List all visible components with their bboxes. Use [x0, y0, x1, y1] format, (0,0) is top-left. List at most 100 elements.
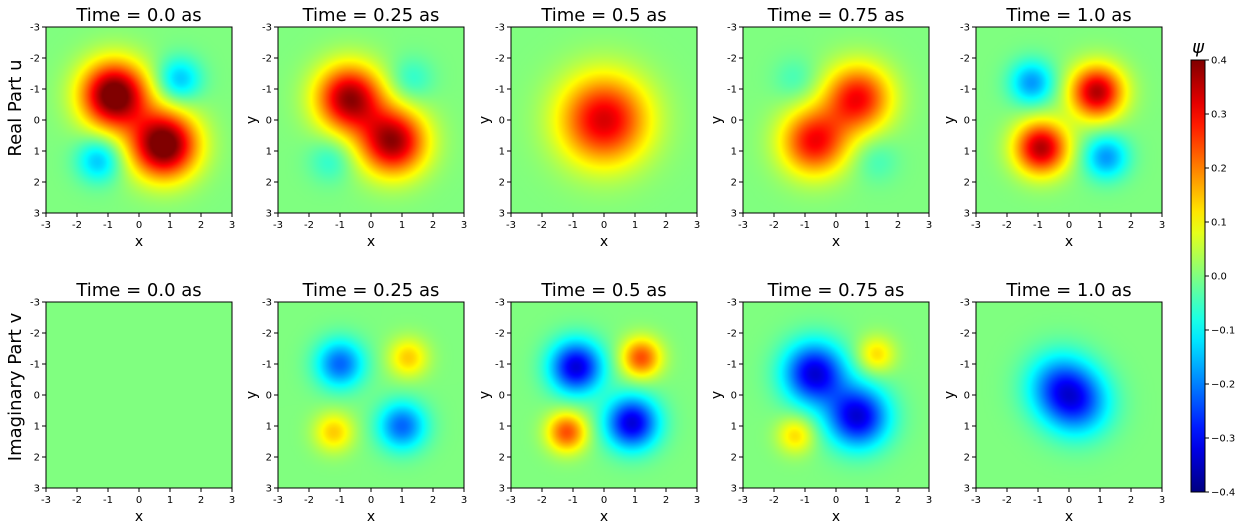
x-tick-label: 0: [1066, 495, 1072, 506]
x-tick-label: 2: [430, 220, 436, 231]
x-axis-label: x: [1065, 509, 1073, 525]
x-tick-label: -3: [41, 220, 51, 231]
y-tick-label: -2: [262, 329, 272, 340]
x-tick-label: 1: [1097, 495, 1103, 506]
y-tick-label: 2: [964, 178, 970, 189]
x-axis-label: x: [367, 509, 375, 525]
x-tick-label: -1: [800, 220, 810, 231]
x-tick-label: 1: [167, 495, 173, 506]
x-tick-label: -3: [273, 495, 283, 506]
y-axis-label: y: [942, 391, 958, 399]
x-tick-label: 0: [368, 495, 374, 506]
y-tick-label: -1: [30, 360, 40, 371]
x-tick-label: -1: [103, 495, 113, 506]
y-tick-label: -3: [727, 298, 737, 309]
y-axis-label: y: [942, 116, 958, 124]
y-tick-label: 1: [34, 422, 40, 433]
y-tick-label: 3: [266, 209, 272, 220]
x-tick-label: -2: [304, 220, 314, 231]
y-tick-label: -3: [727, 23, 737, 34]
heatmap-image: [511, 302, 697, 488]
y-tick-label: 2: [731, 178, 737, 189]
x-tick-label: 0: [136, 220, 142, 231]
y-tick-label: 1: [266, 422, 272, 433]
x-tick-label: 2: [895, 220, 901, 231]
y-tick-label: 1: [964, 422, 970, 433]
y-tick-label: 2: [266, 178, 272, 189]
y-tick-label: -1: [960, 360, 970, 371]
y-tick-label: -1: [262, 85, 272, 96]
y-tick-label: 0: [499, 391, 505, 402]
x-tick-label: 2: [198, 495, 204, 506]
y-tick-label: -2: [30, 329, 40, 340]
colorbar-tick-label: 0.3: [1211, 110, 1227, 121]
x-tick-label: -2: [304, 495, 314, 506]
y-tick-label: 3: [731, 484, 737, 495]
y-axis-label: y: [709, 116, 725, 124]
x-tick-label: -3: [738, 495, 748, 506]
x-tick-label: 2: [430, 495, 436, 506]
x-tick-label: 0: [833, 495, 839, 506]
y-tick-label: -2: [727, 329, 737, 340]
heatmap-image: [46, 302, 232, 488]
x-tick-label: -3: [738, 220, 748, 231]
x-tick-label: 2: [663, 495, 669, 506]
heatmap-image: [278, 27, 464, 213]
x-tick-label: -2: [537, 495, 547, 506]
x-tick-label: 1: [864, 495, 870, 506]
y-tick-label: 0: [731, 391, 737, 402]
x-axis-label: x: [367, 234, 375, 250]
x-tick-label: -2: [1002, 220, 1012, 231]
y-tick-label: 3: [34, 484, 40, 495]
y-tick-label: 0: [266, 116, 272, 127]
y-axis-label: y: [244, 391, 260, 399]
panel-title: Time = 0.25 as: [302, 280, 440, 301]
panel-title: Time = 1.0 as: [1005, 5, 1131, 26]
x-tick-label: 1: [399, 495, 405, 506]
heatmap-image: [511, 27, 697, 213]
y-tick-label: 2: [731, 453, 737, 464]
y-axis-label: y: [477, 391, 493, 399]
y-tick-label: 3: [499, 209, 505, 220]
colorbar-gradient: [1190, 59, 1206, 493]
y-tick-label: 1: [34, 147, 40, 158]
colorbar: 0.4 0.3 0.2 0.1 0.0 −0.1 −0.2 −0.3 −0.4: [1190, 56, 1235, 499]
y-tick-label: 3: [266, 484, 272, 495]
y-tick-label: 3: [34, 209, 40, 220]
x-tick-label: 3: [461, 495, 467, 506]
x-tick-label: -2: [72, 495, 82, 506]
heatmap-image: [46, 27, 232, 213]
panel-title: Time = 0.75 as: [767, 280, 905, 301]
x-tick-label: -2: [769, 495, 779, 506]
y-tick-label: -3: [262, 298, 272, 309]
y-tick-label: 0: [964, 116, 970, 127]
x-tick-label: 0: [601, 220, 607, 231]
y-tick-label: 0: [499, 116, 505, 127]
y-tick-label: -3: [960, 23, 970, 34]
x-tick-label: -3: [971, 495, 981, 506]
x-tick-label: 2: [895, 495, 901, 506]
x-tick-label: 2: [663, 220, 669, 231]
y-tick-label: -3: [960, 298, 970, 309]
y-tick-label: 1: [266, 147, 272, 158]
colorbar-tick-label: −0.4: [1211, 488, 1235, 499]
panel-title: Time = 0.5 as: [540, 280, 666, 301]
x-axis-label: x: [832, 509, 840, 525]
x-tick-label: -2: [537, 220, 547, 231]
y-tick-label: 2: [266, 453, 272, 464]
panel-title: Time = 0.0 as: [75, 280, 201, 301]
y-tick-label: -2: [495, 329, 505, 340]
heatmap-image: [278, 302, 464, 488]
x-tick-label: -1: [103, 220, 113, 231]
y-tick-label: -2: [960, 54, 970, 65]
x-tick-label: 1: [864, 220, 870, 231]
